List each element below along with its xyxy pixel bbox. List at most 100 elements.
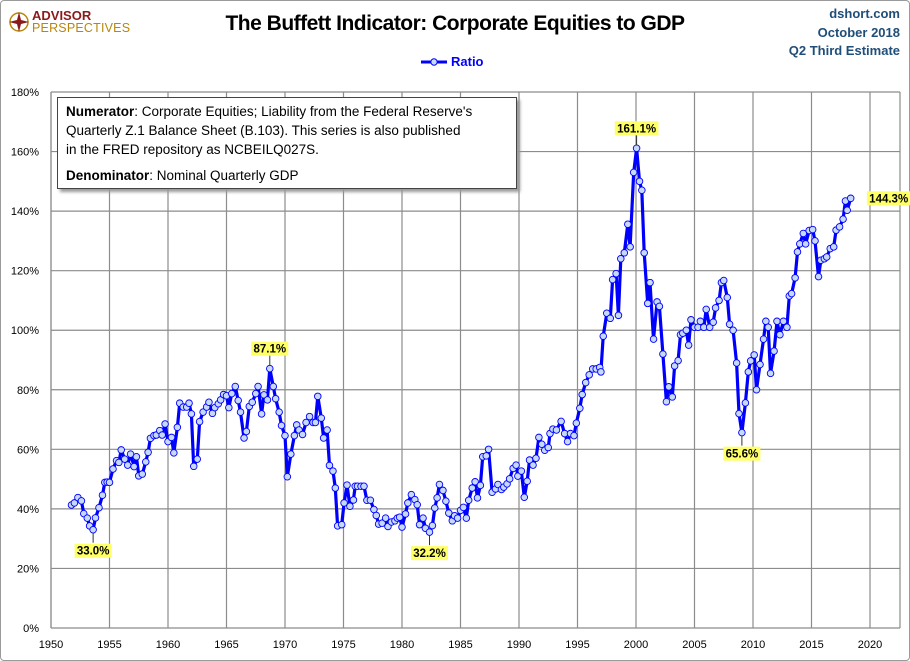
data-point [453,514,462,522]
data-point [572,419,581,427]
data-point [435,480,444,489]
data-point [413,500,421,509]
data-point [199,408,207,416]
data-point [323,426,331,434]
data-point [732,359,741,367]
data-point [640,249,648,257]
data-point [360,482,368,491]
logo-text-advisor: ADVISOR [32,8,92,23]
y-tick-label: 40% [17,504,39,516]
data-point [808,225,817,234]
data-point [632,144,641,153]
data-point [649,335,658,343]
data-point [773,317,781,326]
data-point [185,399,193,407]
data-point [535,433,543,442]
data-point [655,302,664,311]
data-point [674,356,682,365]
logo-text-perspectives: PERSPECTIVES [32,21,131,35]
data-point [552,426,561,434]
data-point [629,168,638,177]
data-point [766,369,775,378]
legend: Ratio [420,54,484,69]
denominator-text: : Nominal Quarterly GDP [149,168,299,183]
data-point [770,347,778,355]
data-point [225,403,233,412]
data-point [378,519,386,527]
data-point [242,427,251,436]
data-point [741,399,750,407]
data-point [298,430,307,439]
data-point [482,452,490,460]
data-point [814,272,823,281]
data-point [187,410,196,418]
data-point [783,323,791,331]
data-point [266,364,274,373]
data-point [275,408,283,416]
data-point [764,323,772,331]
data-point [120,455,129,463]
data-point [793,248,802,256]
data-point [585,371,593,379]
data-point [95,503,103,512]
data-point [109,465,117,473]
data-point [563,437,572,446]
data-point [302,418,310,427]
data-point [89,525,97,534]
data-point [407,490,416,499]
data-point [205,398,213,407]
data-point [161,420,169,428]
data-point [517,467,526,475]
data-point [635,177,644,186]
date-label: October 2018 [817,25,900,40]
data-point [538,440,546,449]
annotation-background [614,121,659,136]
data-point [271,394,280,403]
data-point [462,514,471,522]
data-point [442,497,450,505]
data-point [130,462,138,471]
data-point [260,391,268,399]
data-point [158,431,166,439]
y-tick-label: 20% [17,563,39,575]
numerator-text-3: in the FRED repository as NCBEILQ027S. [66,142,319,157]
data-point [329,467,337,475]
methodology-note: Numerator: Corporate Equities; Liability… [57,97,517,189]
data-point [91,514,100,522]
y-tick-label: 80% [17,385,39,397]
data-point [668,393,677,401]
data-point [401,510,410,518]
data-point [283,472,292,481]
data-point [682,326,691,334]
data-point [756,360,764,369]
legend-label-ratio: Ratio [451,54,484,69]
data-point [349,496,358,504]
data-point [305,412,314,421]
data-point [750,351,758,359]
data-point [617,255,625,263]
data-point [776,330,784,339]
data-point [251,389,260,398]
data-point [142,458,150,466]
data-point [729,326,737,334]
annotation-label: 33.0% [77,546,110,558]
legend-line-marker-icon [421,57,447,66]
data-point [325,461,334,470]
data-point [839,215,847,223]
data-point [248,398,256,407]
chart-title: The Buffett Indicator: Corporate Equitie… [225,12,685,35]
data-point [799,229,808,238]
data-point [670,362,679,370]
data-point [419,514,427,522]
data-point [340,499,348,507]
data-point [687,316,695,324]
x-tick-label: 2015 [799,639,823,651]
data-point [576,404,584,412]
data-point [314,392,322,401]
data-point [287,450,295,458]
data-point [468,484,476,492]
y-tick-label: 180% [11,87,39,99]
annotation-label: 144.3% [869,193,908,205]
data-point [514,472,522,480]
data-point [505,475,514,483]
